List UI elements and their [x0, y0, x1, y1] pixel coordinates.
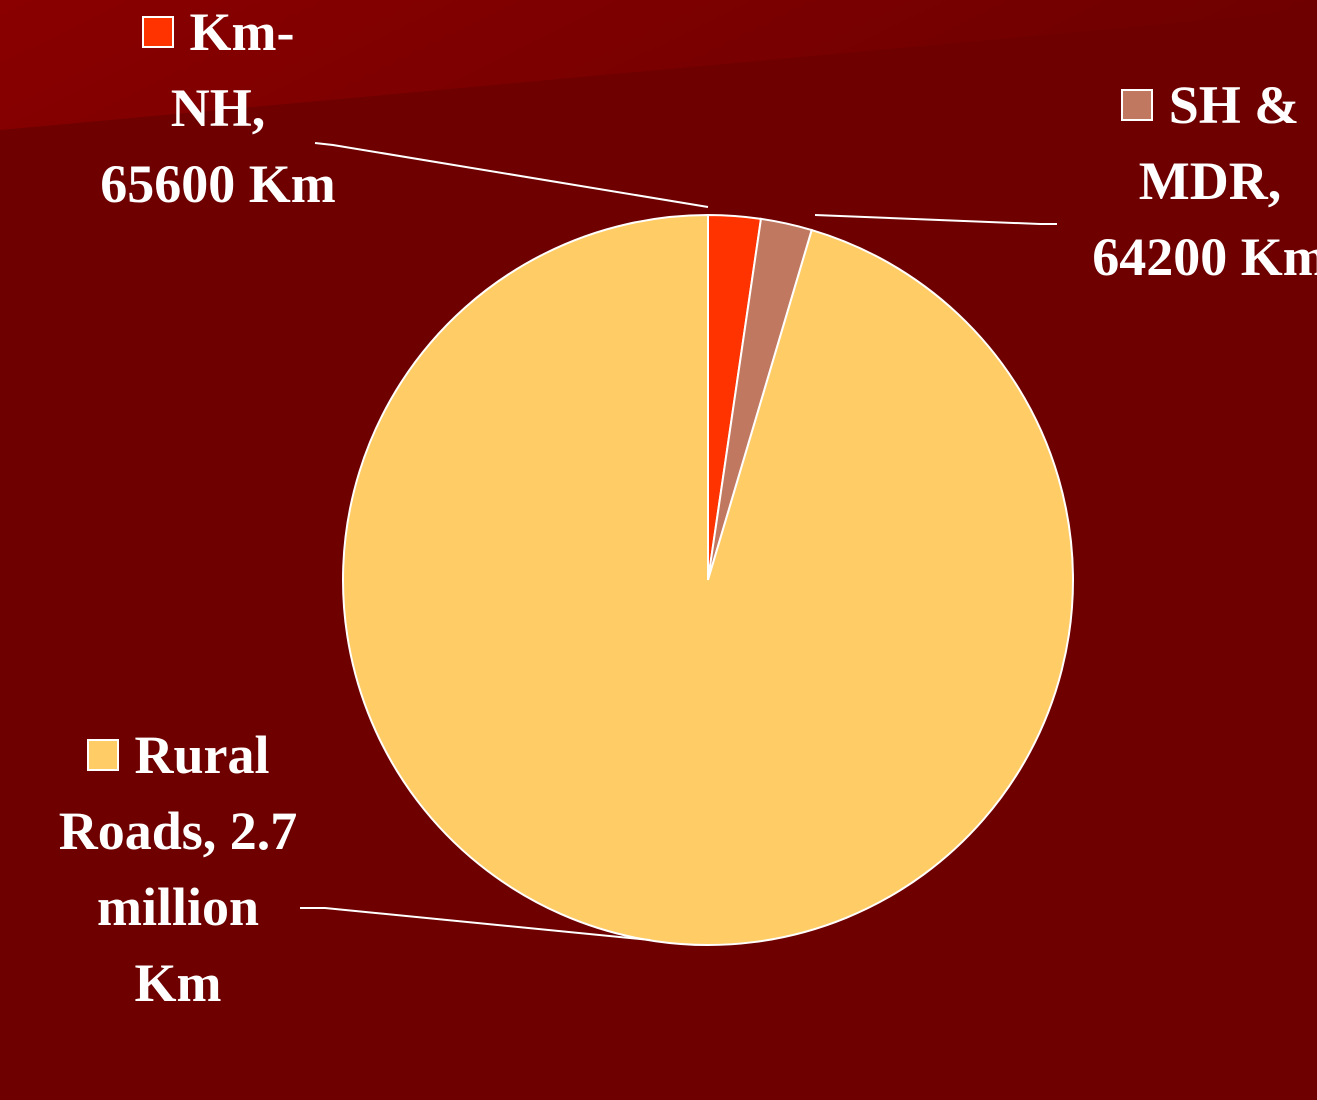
- value-label: 65600 Km: [100, 154, 336, 214]
- pie: [342, 213, 1074, 946]
- background-band: [0, 0, 1317, 130]
- data-label: Rural Roads, 2.7 million Km: [58, 717, 298, 1021]
- value-label: 2.7 million Km: [96, 801, 298, 1013]
- category-label: Km-NH: [170, 2, 295, 138]
- label-separator: ,: [1267, 151, 1282, 211]
- category-label: Rural Roads: [58, 725, 270, 861]
- legend-key: [141, 16, 174, 48]
- value-label: 64200 Km: [1092, 227, 1317, 287]
- data-label: SH & MDR, 64200 Km: [1090, 67, 1317, 295]
- data-label: Km-NH, 65600 Km: [98, 0, 338, 222]
- leader-line: [300, 907, 651, 941]
- label-separator: ,: [251, 78, 266, 138]
- legend-key: [86, 739, 119, 771]
- leader-line: [814, 214, 1057, 225]
- legend-key: [1120, 89, 1153, 121]
- pie-slice: [342, 213, 1074, 946]
- leader-line: [314, 142, 709, 208]
- label-separator: ,: [202, 801, 230, 861]
- category-label: SH & MDR: [1138, 75, 1300, 211]
